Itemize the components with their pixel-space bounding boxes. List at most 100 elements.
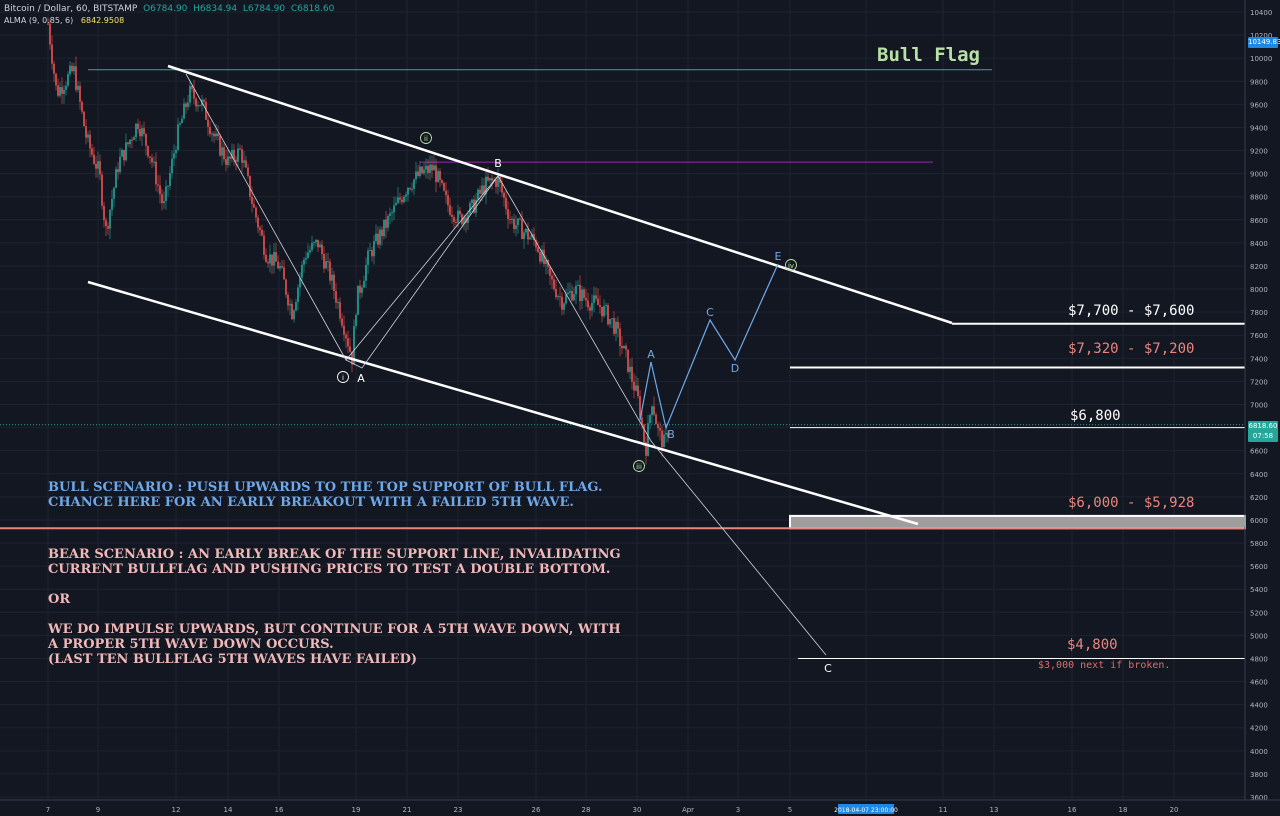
candlesticks bbox=[47, 17, 669, 465]
candle-body bbox=[155, 161, 157, 185]
candle-body bbox=[649, 415, 651, 424]
candle-body bbox=[81, 101, 83, 112]
candle-body bbox=[289, 303, 291, 306]
candle-body bbox=[511, 218, 513, 220]
candle-body bbox=[665, 432, 667, 435]
candle-body bbox=[269, 254, 271, 264]
candle-body bbox=[515, 225, 517, 229]
candle-body bbox=[303, 259, 305, 265]
y-tick-label: 8200 bbox=[1250, 263, 1268, 271]
candle-body bbox=[573, 294, 575, 301]
x-crosshair-tag bbox=[838, 804, 894, 814]
candle-body bbox=[257, 217, 259, 228]
candle-body bbox=[301, 264, 303, 278]
candle-body bbox=[157, 184, 159, 186]
candle-body bbox=[475, 199, 477, 213]
candle-body bbox=[397, 197, 399, 203]
candle-body bbox=[359, 285, 361, 293]
candle-body bbox=[497, 176, 499, 187]
candle-body bbox=[271, 254, 273, 266]
indicator-value: 6842.9508 bbox=[80, 16, 125, 25]
candle-body bbox=[591, 302, 593, 311]
candle-body bbox=[297, 287, 299, 303]
candle-body bbox=[427, 165, 429, 173]
candle-body bbox=[353, 326, 355, 365]
candle-body bbox=[605, 305, 607, 307]
candle-body bbox=[421, 166, 423, 174]
candle-body bbox=[429, 164, 431, 173]
candle-body bbox=[179, 123, 181, 125]
candle-body bbox=[79, 85, 81, 102]
level-zone-6000 bbox=[789, 514, 1246, 530]
candle-body bbox=[553, 279, 555, 289]
candle-body bbox=[49, 23, 51, 45]
candle-body bbox=[417, 171, 419, 176]
candle-body bbox=[339, 302, 341, 319]
candle-body bbox=[391, 212, 393, 214]
level-label-6000: $6,000 - $5,928 bbox=[1068, 495, 1195, 511]
candle-body bbox=[93, 154, 95, 164]
candle-body bbox=[643, 424, 645, 443]
candle-body bbox=[245, 160, 247, 168]
y-tick-label: 6400 bbox=[1250, 471, 1268, 479]
candle-body bbox=[619, 328, 621, 347]
x-tick-label: 14 bbox=[224, 806, 233, 814]
y-tick-label: 4200 bbox=[1250, 725, 1268, 733]
candle-body bbox=[437, 171, 439, 183]
candle-body bbox=[313, 242, 315, 244]
candle-body bbox=[177, 124, 179, 150]
candle-body bbox=[331, 274, 333, 281]
candle-body bbox=[95, 163, 97, 169]
candle-body bbox=[203, 99, 205, 102]
candle-body bbox=[433, 165, 435, 171]
x-tick-label: 3 bbox=[736, 806, 740, 814]
candle-body bbox=[117, 169, 119, 173]
candle-body bbox=[525, 228, 527, 233]
y-tick-label: 5600 bbox=[1250, 563, 1268, 571]
candle-body bbox=[555, 288, 557, 298]
candle-body bbox=[443, 183, 445, 191]
candle-body bbox=[71, 65, 73, 72]
candle-body bbox=[175, 149, 177, 154]
candle-body bbox=[589, 307, 591, 311]
candle-body bbox=[389, 213, 391, 216]
y-tick-label: 5400 bbox=[1250, 586, 1268, 594]
candle-body bbox=[541, 249, 543, 262]
candle-body bbox=[517, 218, 519, 226]
candle-body bbox=[321, 244, 323, 255]
candle-body bbox=[551, 275, 553, 280]
x-tick-label: 9 bbox=[96, 806, 100, 814]
candle-body bbox=[165, 186, 167, 202]
candle-body bbox=[273, 252, 275, 266]
candle-body bbox=[229, 156, 231, 159]
candle-body bbox=[241, 149, 243, 163]
candle-body bbox=[519, 218, 521, 220]
x-tick-label: 16 bbox=[1068, 806, 1077, 814]
candle-body bbox=[169, 173, 171, 186]
x-tick-label: 21 bbox=[403, 806, 412, 814]
candle-body bbox=[491, 178, 493, 181]
candle-body bbox=[509, 219, 511, 221]
candle-body bbox=[305, 258, 307, 260]
candle-body bbox=[105, 220, 107, 227]
candle-body bbox=[207, 119, 209, 127]
candle-body bbox=[55, 73, 57, 86]
candle-body bbox=[183, 103, 185, 119]
candle-body bbox=[345, 334, 347, 339]
y-tick-label: 7400 bbox=[1250, 355, 1268, 363]
candle-body bbox=[311, 242, 313, 251]
candle-body bbox=[405, 194, 407, 197]
candle-body bbox=[637, 385, 639, 397]
candle-body bbox=[51, 44, 53, 64]
candle-body bbox=[545, 260, 547, 265]
candle-body bbox=[101, 174, 103, 206]
candle-body bbox=[65, 85, 67, 90]
candle-body bbox=[139, 129, 141, 137]
candle-body bbox=[501, 182, 503, 193]
candle-body bbox=[217, 133, 219, 137]
y-tick-label: 5800 bbox=[1250, 540, 1268, 548]
candle-body bbox=[471, 199, 473, 204]
y-tick-label: 9600 bbox=[1250, 101, 1268, 109]
